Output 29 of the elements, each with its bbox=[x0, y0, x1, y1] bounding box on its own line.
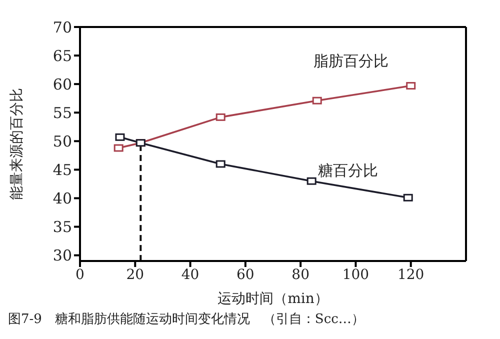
y-tick-label: 60 bbox=[52, 75, 72, 94]
point bbox=[306, 177, 316, 185]
point bbox=[406, 82, 416, 90]
point bbox=[114, 144, 124, 152]
x-tick-label: 120 bbox=[397, 266, 424, 283]
caption: 图7-9 糖和脂肪供能随运动时间变化情况 （引自：Scc…） bbox=[8, 311, 366, 328]
y-tick-label: 55 bbox=[52, 104, 72, 122]
y-tick-label: 50 bbox=[52, 132, 72, 150]
x-tick-label: 80 bbox=[292, 266, 310, 283]
series-label: 脂肪百分比 bbox=[313, 52, 388, 70]
y-tick-label: 65 bbox=[52, 46, 72, 65]
point bbox=[216, 113, 226, 121]
x-tick-label: 40 bbox=[181, 266, 200, 283]
y-tick-label: 45 bbox=[52, 161, 72, 180]
y-axis-title: 能量来源的百分比 bbox=[8, 88, 25, 200]
y-tick-label: 70 bbox=[52, 18, 72, 36]
y-tick-label: 40 bbox=[52, 190, 72, 208]
point bbox=[216, 160, 226, 168]
point bbox=[312, 96, 322, 104]
point bbox=[403, 194, 413, 202]
y-tick-label: 35 bbox=[52, 218, 72, 236]
x-tick-label: 0 bbox=[76, 266, 84, 283]
x-tick-label: 20 bbox=[126, 266, 144, 283]
series-label: 糖百分比 bbox=[318, 162, 378, 180]
x-axis-title: 运动时间（min） bbox=[218, 291, 328, 307]
x-tick-label: 60 bbox=[236, 266, 254, 283]
y-tick-label: 30 bbox=[52, 246, 72, 265]
point bbox=[115, 133, 125, 141]
x-tick-label: 100 bbox=[342, 266, 370, 283]
